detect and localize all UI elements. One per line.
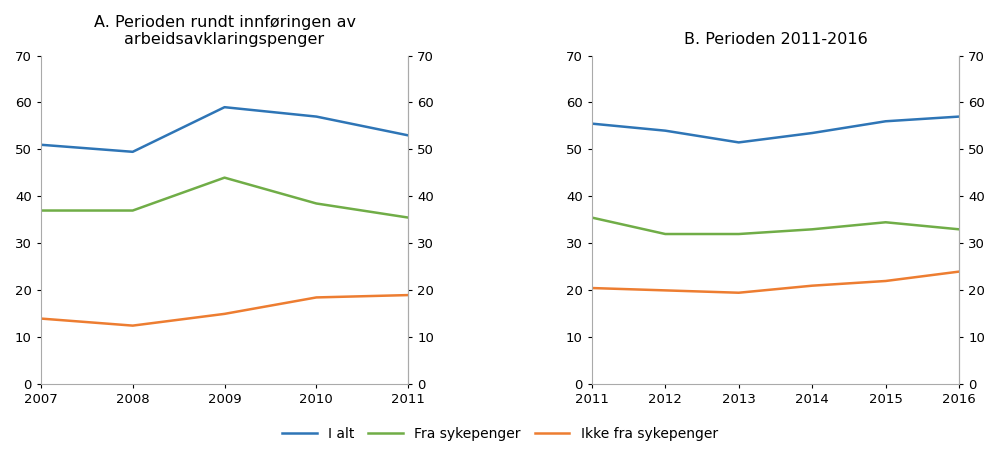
- Legend: I alt, Fra sykepenger, Ikke fra sykepenger: I alt, Fra sykepenger, Ikke fra sykepeng…: [277, 421, 723, 447]
- Title: A. Perioden rundt innføringen av
arbeidsavklaringspenger: A. Perioden rundt innføringen av arbeids…: [94, 15, 356, 47]
- Title: B. Perioden 2011-2016: B. Perioden 2011-2016: [684, 33, 867, 47]
